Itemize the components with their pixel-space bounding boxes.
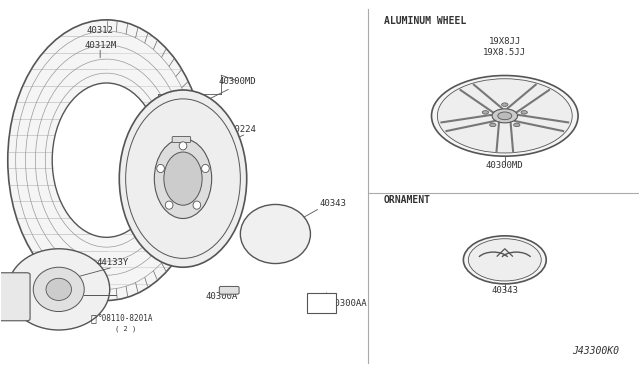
Ellipse shape: [241, 205, 310, 263]
Ellipse shape: [119, 90, 246, 267]
Ellipse shape: [498, 112, 512, 120]
Ellipse shape: [468, 239, 541, 281]
Ellipse shape: [157, 164, 164, 173]
Ellipse shape: [490, 123, 496, 127]
Text: ( 2 ): ( 2 ): [115, 326, 136, 332]
FancyBboxPatch shape: [172, 137, 191, 142]
Ellipse shape: [46, 278, 72, 301]
FancyBboxPatch shape: [0, 273, 30, 321]
Ellipse shape: [482, 110, 488, 114]
Text: 40300AA: 40300AA: [330, 299, 367, 308]
Ellipse shape: [437, 79, 572, 153]
Ellipse shape: [513, 123, 520, 127]
Text: 40312M: 40312M: [84, 41, 116, 49]
Ellipse shape: [33, 267, 84, 311]
Bar: [307, 293, 336, 313]
Text: Ⓑ: Ⓑ: [91, 313, 97, 323]
Text: 4031l: 4031l: [159, 125, 186, 134]
Text: J43300K0: J43300K0: [573, 346, 620, 356]
Text: ALUMINUM WHEEL: ALUMINUM WHEEL: [384, 16, 466, 26]
Text: 40343: 40343: [320, 199, 347, 208]
Text: 40224: 40224: [229, 125, 256, 134]
Ellipse shape: [502, 103, 508, 106]
Ellipse shape: [431, 76, 578, 156]
Ellipse shape: [154, 139, 212, 218]
Ellipse shape: [521, 110, 527, 114]
Text: 40300MD: 40300MD: [218, 77, 256, 86]
Text: 40343: 40343: [492, 286, 518, 295]
Text: ORNAMENT: ORNAMENT: [384, 195, 431, 205]
Ellipse shape: [193, 201, 201, 209]
Ellipse shape: [492, 109, 518, 123]
Ellipse shape: [8, 249, 109, 330]
Text: 40312: 40312: [87, 26, 113, 35]
Ellipse shape: [164, 152, 202, 205]
Ellipse shape: [165, 201, 173, 209]
Ellipse shape: [202, 164, 209, 173]
FancyBboxPatch shape: [220, 286, 239, 294]
Text: 19X8.5JJ: 19X8.5JJ: [483, 48, 526, 57]
Text: 40300MD: 40300MD: [486, 161, 524, 170]
Ellipse shape: [52, 83, 161, 237]
Ellipse shape: [179, 142, 187, 150]
Text: °08110-8201A: °08110-8201A: [98, 314, 154, 323]
Text: 40300A: 40300A: [205, 292, 237, 301]
Text: 19X8JJ: 19X8JJ: [489, 37, 521, 46]
Text: 44133Y: 44133Y: [97, 259, 129, 267]
Ellipse shape: [463, 236, 546, 284]
Ellipse shape: [8, 20, 205, 301]
